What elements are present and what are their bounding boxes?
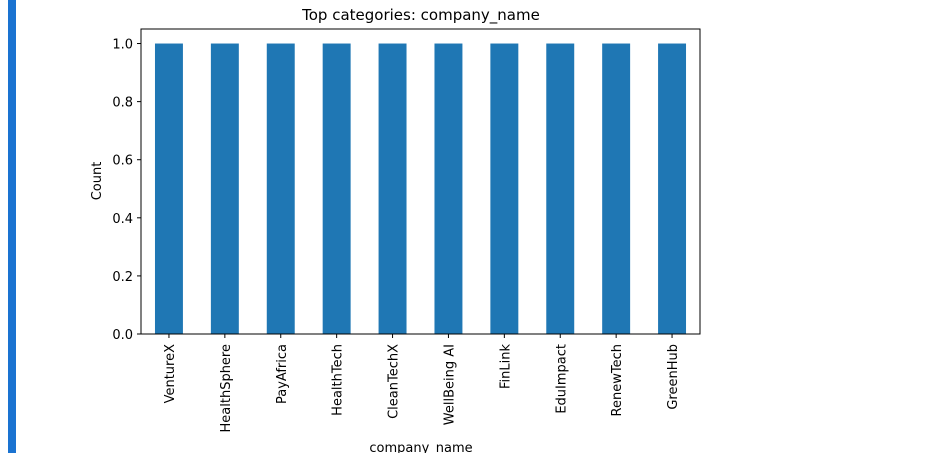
- bar-wellbeing-ai: [434, 43, 463, 335]
- chart-title: Top categories: company_name: [301, 6, 540, 25]
- x-tick-label: RenewTech: [610, 344, 625, 416]
- bar-renewtech: [602, 43, 631, 335]
- x-tick-label: PayAfrica: [275, 344, 290, 404]
- x-tick-label: HealthTech: [331, 344, 346, 416]
- bar-cleantechx: [378, 43, 407, 335]
- x-tick-label: GreenHub: [666, 344, 681, 410]
- x-tick-label: HealthSphere: [219, 344, 234, 433]
- y-tick-label: 0.4: [112, 212, 133, 227]
- bar-healthsphere: [210, 43, 239, 335]
- x-axis-label: company_name: [369, 441, 472, 453]
- y-tick-label: 0.8: [112, 96, 133, 111]
- y-tick-label: 0.0: [112, 328, 133, 343]
- y-tick-label: 0.2: [112, 270, 133, 285]
- x-tick-label: WellBeing AI: [442, 344, 457, 425]
- bar-finlink: [490, 43, 519, 335]
- x-tick-label: FinLink: [498, 344, 513, 389]
- bar-payafrica: [266, 43, 295, 335]
- left-accent-bar: [8, 0, 16, 453]
- y-axis-label: Count: [90, 162, 105, 201]
- bar-eduimpact: [546, 43, 575, 335]
- bar-healthtech: [322, 43, 351, 335]
- plot-frame: [140, 28, 701, 335]
- x-tick-label: CleanTechX: [387, 344, 402, 419]
- y-tick-label: 0.6: [112, 154, 133, 169]
- x-tick-label: VentureX: [163, 344, 178, 404]
- y-tick-label: 1.0: [112, 38, 133, 53]
- bar-greenhub: [658, 43, 687, 335]
- bar-venturex: [154, 43, 183, 335]
- x-tick-label: EduImpact: [554, 344, 569, 414]
